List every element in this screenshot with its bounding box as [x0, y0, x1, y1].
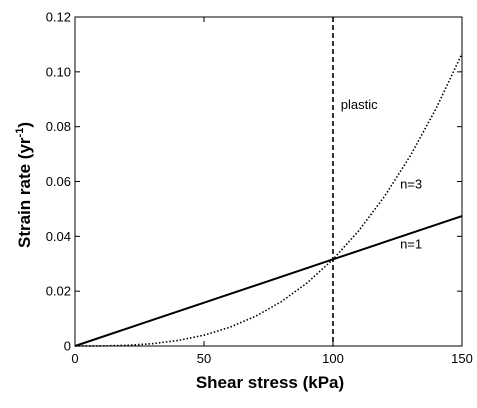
y-axis-ticks: 0 0.02 0.04 0.06 0.08 0.10 0.12: [46, 10, 462, 354]
x-axis-title: Shear stress (kPa): [196, 373, 344, 392]
y-tick-label: 0.10: [46, 64, 71, 79]
annotation-layer: plastic n=3 n=1: [341, 97, 422, 252]
annotation-label: plastic: [341, 97, 378, 112]
series-layer: [74, 17, 463, 347]
annotation-label: n=1: [400, 237, 422, 252]
x-tick-label: 50: [197, 351, 211, 366]
annotation-label: n=3: [400, 176, 422, 191]
series-line-n3: [74, 53, 463, 347]
y-tick-label: 0.08: [46, 119, 71, 134]
x-tick-label: 0: [71, 351, 78, 366]
y-axis-title-main: Strain rate (yr: [15, 137, 34, 248]
y-tick-label: 0: [64, 339, 71, 354]
x-tick-label: 100: [322, 351, 344, 366]
y-axis-title: Strain rate (yr-1): [14, 122, 34, 248]
y-tick-label: 0.04: [46, 229, 71, 244]
series-line-n1: [74, 215, 463, 347]
x-axis-ticks: 0 50 100 150: [71, 17, 473, 366]
y-tick-label: 0.06: [46, 174, 71, 189]
y-axis-title-superscript: -1: [14, 128, 26, 138]
x-tick-label: 150: [451, 351, 473, 366]
y-axis-title-end: ): [15, 122, 34, 128]
y-tick-label: 0.12: [46, 10, 71, 25]
y-tick-label: 0.02: [46, 284, 71, 299]
